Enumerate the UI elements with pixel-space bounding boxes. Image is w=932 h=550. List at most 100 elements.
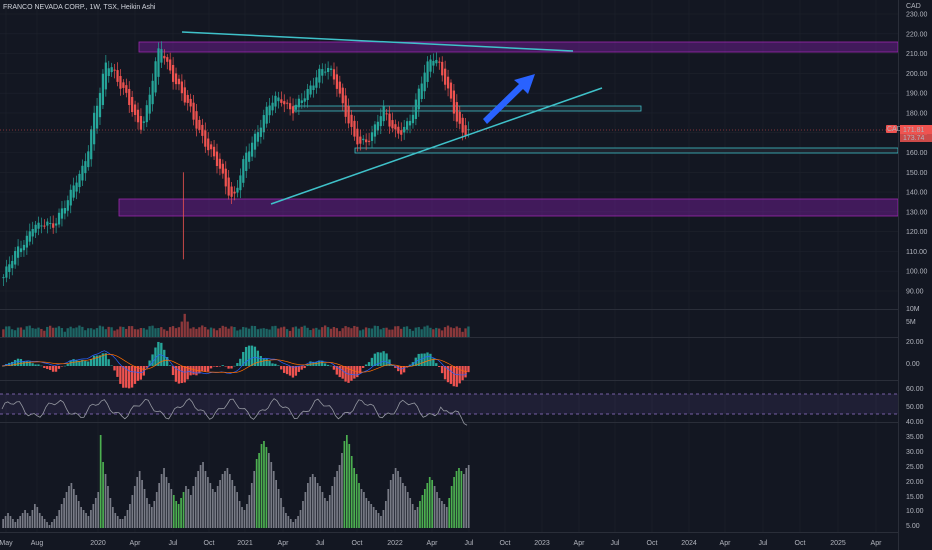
volume-bar (265, 328, 268, 337)
volume-bar (212, 328, 216, 337)
candle-body (204, 130, 207, 147)
volume-bar (180, 321, 183, 337)
volume-bar (253, 326, 257, 337)
price-tick-label: 90.00 (906, 289, 924, 296)
volume-bar (57, 326, 61, 337)
volume-bar (309, 330, 312, 337)
volume-bar (400, 328, 403, 337)
candle-body (227, 177, 230, 196)
macd-histogram-bar (283, 366, 286, 373)
adx-bar (16, 519, 19, 528)
adx-bar (60, 504, 63, 528)
time-tick-label: Jul (611, 540, 620, 547)
macd-histogram-bar (81, 359, 84, 366)
ascending-trendline[interactable] (270, 87, 603, 205)
macd-histogram-bar (259, 355, 262, 366)
macd-histogram-bar (332, 366, 336, 370)
volume-bar (288, 330, 292, 337)
macd-histogram-bar (113, 366, 116, 371)
adx-bar (316, 483, 319, 528)
adx-bar (68, 486, 70, 528)
support-zone[interactable] (354, 147, 899, 154)
candle-body (107, 68, 110, 76)
candle-body (359, 136, 362, 144)
candle-body (467, 129, 470, 131)
adx-bar (58, 510, 61, 528)
macd-histogram-bar (154, 347, 157, 366)
adx-bar (109, 498, 112, 528)
price-tick-label: 130.00 (906, 209, 928, 216)
adx-bar (185, 486, 187, 528)
candle-body (329, 68, 333, 70)
candle-body (139, 116, 143, 130)
adx-histogram-pane (2, 435, 470, 528)
symbol-title[interactable]: FRANCO NEVADA CORP., 1W, TSX, Heikin Ash… (3, 4, 156, 11)
volume-bar (280, 327, 283, 337)
macd-histogram-bar (177, 366, 181, 384)
macd-histogram-bar (127, 366, 131, 389)
macd-histogram-bar (160, 342, 163, 366)
price-tick-label: 180.00 (906, 110, 928, 117)
price-tick-label: 190.00 (906, 91, 928, 98)
adx-bar (126, 510, 129, 528)
macd-histogram-bar (467, 366, 470, 373)
adx-bar (411, 504, 414, 528)
adx-bar (285, 513, 287, 528)
adx-bar (250, 483, 253, 528)
adx-bar (436, 492, 438, 528)
descending-trendline[interactable] (181, 31, 574, 52)
volume-bar (183, 313, 186, 337)
volume-bar (423, 326, 426, 337)
adx-bar (29, 516, 31, 528)
macd-histogram-bar (189, 366, 192, 376)
upper-resistance-zone[interactable] (138, 41, 899, 53)
projection-arrow[interactable] (483, 74, 535, 124)
adx-bar (406, 492, 409, 528)
adx-bar (433, 486, 436, 528)
adx-bar (348, 444, 351, 528)
adx-bar (445, 507, 448, 528)
volume-bar (101, 326, 104, 337)
macd-histogram-bar (420, 353, 423, 366)
volume-bar (408, 328, 412, 337)
volume-bar (461, 331, 464, 337)
adx-bar (192, 486, 195, 528)
candle-body (8, 264, 11, 273)
candle-body (362, 138, 365, 141)
candle-body (379, 116, 382, 127)
adx-bar (263, 441, 265, 528)
indicator-tick-label: 20.00 (906, 479, 924, 486)
candle-body (81, 165, 84, 181)
candle-body (128, 88, 131, 106)
candle-body (458, 111, 461, 124)
volume-bar (250, 325, 254, 337)
adx-bar (397, 471, 399, 528)
macd-histogram-bar (452, 366, 455, 387)
lower-demand-zone[interactable] (118, 198, 899, 217)
candle-body (2, 277, 5, 279)
candle-body (40, 225, 43, 227)
adx-bar (419, 501, 421, 528)
candle-body (324, 71, 327, 73)
macd-histogram-bar (174, 366, 178, 382)
time-axis[interactable]: May Aug 2020 Apr Jul Oct 2021 Apr Jul Oct 2022 Apr J… (0, 540, 882, 547)
adx-bar (306, 483, 309, 528)
candle-body (104, 62, 107, 90)
adx-bar (216, 486, 219, 528)
volume-bar (373, 325, 377, 337)
volume-bar (315, 327, 318, 337)
macd-histogram-bar (148, 360, 151, 366)
macd-histogram-bar (13, 359, 17, 366)
volume-bar (89, 328, 93, 337)
price-axis[interactable]: 230.00220.00210.00200.00190.00180.00170.… (906, 12, 928, 296)
adx-bar (231, 480, 234, 528)
adx-bar (19, 516, 22, 528)
candle-body (441, 61, 444, 76)
macd-histogram-bar (350, 366, 353, 381)
candle-body (110, 67, 113, 73)
candle-body (113, 69, 116, 71)
macd-histogram-bar (116, 366, 119, 377)
macd-histogram-bar (438, 366, 441, 367)
macd-histogram-bar (171, 366, 175, 376)
